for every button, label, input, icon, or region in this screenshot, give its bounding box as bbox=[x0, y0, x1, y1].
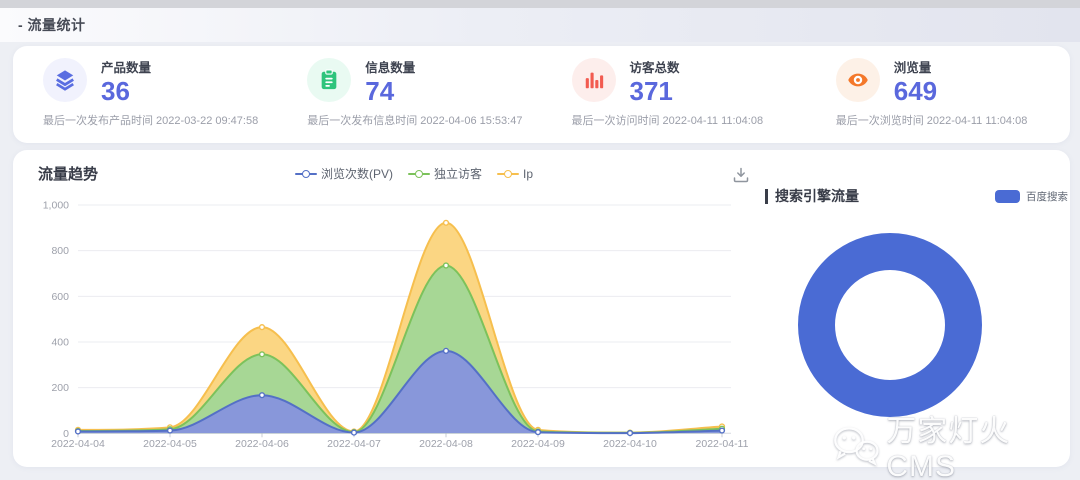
stat-block: 信息数量 74 最后一次发布信息时间 2022-04-06 15:53:47 bbox=[277, 46, 541, 143]
clipboard-icon bbox=[307, 58, 352, 102]
legend-item-浏览次数(PV)[interactable]: 浏览次数(PV) bbox=[295, 165, 393, 182]
page-header: - 流量统计 bbox=[0, 8, 1080, 42]
trend-chart-title: 流量趋势 bbox=[38, 166, 99, 183]
stat-label: 浏览量 bbox=[893, 61, 932, 75]
legend-item-Ip[interactable]: Ip bbox=[497, 167, 533, 181]
stat-meta: 最后一次发布信息时间 2022-04-06 15:53:47 bbox=[307, 115, 523, 127]
search-engine-donut-chart bbox=[798, 233, 982, 417]
svg-text:2022-04-05: 2022-04-05 bbox=[143, 438, 197, 450]
stat-block: 产品数量 36 最后一次发布产品时间 2022-03-22 09:47:58 bbox=[13, 46, 277, 143]
legend-item-独立访客[interactable]: 独立访客 bbox=[408, 165, 482, 182]
legend-marker bbox=[408, 169, 431, 179]
search-engine-title: 搜索引擎流量 bbox=[765, 186, 859, 206]
svg-text:1,000: 1,000 bbox=[43, 200, 69, 212]
bar-chart-icon bbox=[571, 58, 616, 102]
stat-label: 信息数量 bbox=[365, 61, 416, 75]
stat-value: 36 bbox=[101, 76, 130, 106]
pie-legend-baidu[interactable]: 百度搜索 bbox=[995, 189, 1068, 204]
stat-value: 371 bbox=[629, 76, 673, 106]
svg-text:2022-04-10: 2022-04-10 bbox=[603, 438, 657, 450]
stat-block: 访客总数 371 最后一次访问时间 2022-04-11 11:04:08 bbox=[542, 46, 806, 143]
svg-text:800: 800 bbox=[51, 245, 69, 257]
stat-meta: 最后一次浏览时间 2022-04-11 11:04:08 bbox=[835, 115, 1028, 127]
svg-text:2022-04-04: 2022-04-04 bbox=[51, 438, 105, 450]
svg-text:0: 0 bbox=[63, 428, 69, 440]
stat-label: 产品数量 bbox=[101, 61, 152, 75]
window-top-strip bbox=[0, 0, 1080, 8]
svg-text:200: 200 bbox=[51, 382, 69, 394]
page-title: - 流量统计 bbox=[18, 17, 86, 33]
layers-icon bbox=[43, 58, 87, 102]
svg-text:2022-04-07: 2022-04-07 bbox=[327, 438, 381, 450]
stat-value: 74 bbox=[365, 76, 395, 106]
stat-block: 浏览量 649 最后一次浏览时间 2022-04-11 11:04:08 bbox=[806, 46, 1070, 143]
stat-meta: 最后一次访问时间 2022-04-11 11:04:08 bbox=[571, 115, 764, 127]
eye-icon bbox=[835, 58, 880, 102]
svg-text:400: 400 bbox=[51, 336, 69, 348]
svg-text:2022-04-06: 2022-04-06 bbox=[235, 438, 289, 450]
svg-text:2022-04-08: 2022-04-08 bbox=[419, 438, 473, 450]
legend-swatch bbox=[995, 190, 1020, 203]
download-icon[interactable] bbox=[732, 166, 750, 184]
trend-legend: 浏览次数(PV) 独立访客 Ip bbox=[295, 165, 533, 182]
svg-text:600: 600 bbox=[51, 291, 69, 303]
title-bar-decoration bbox=[765, 188, 768, 204]
legend-marker bbox=[295, 169, 317, 179]
stat-label: 访客总数 bbox=[629, 61, 680, 75]
traffic-panel: 流量趋势 浏览次数(PV) 独立访客 Ip 1,000 800 600 400 200 0… bbox=[13, 150, 1070, 480]
stats-card: 产品数量 36 最后一次发布产品时间 2022-03-22 09:47:58 信… bbox=[13, 46, 1070, 143]
stat-value: 649 bbox=[893, 76, 938, 106]
legend-marker bbox=[497, 169, 520, 179]
svg-text:2022-04-11: 2022-04-11 bbox=[696, 438, 749, 450]
stat-meta: 最后一次发布产品时间 2022-03-22 09:47:58 bbox=[43, 115, 259, 127]
svg-text:2022-04-09: 2022-04-09 bbox=[511, 438, 565, 450]
